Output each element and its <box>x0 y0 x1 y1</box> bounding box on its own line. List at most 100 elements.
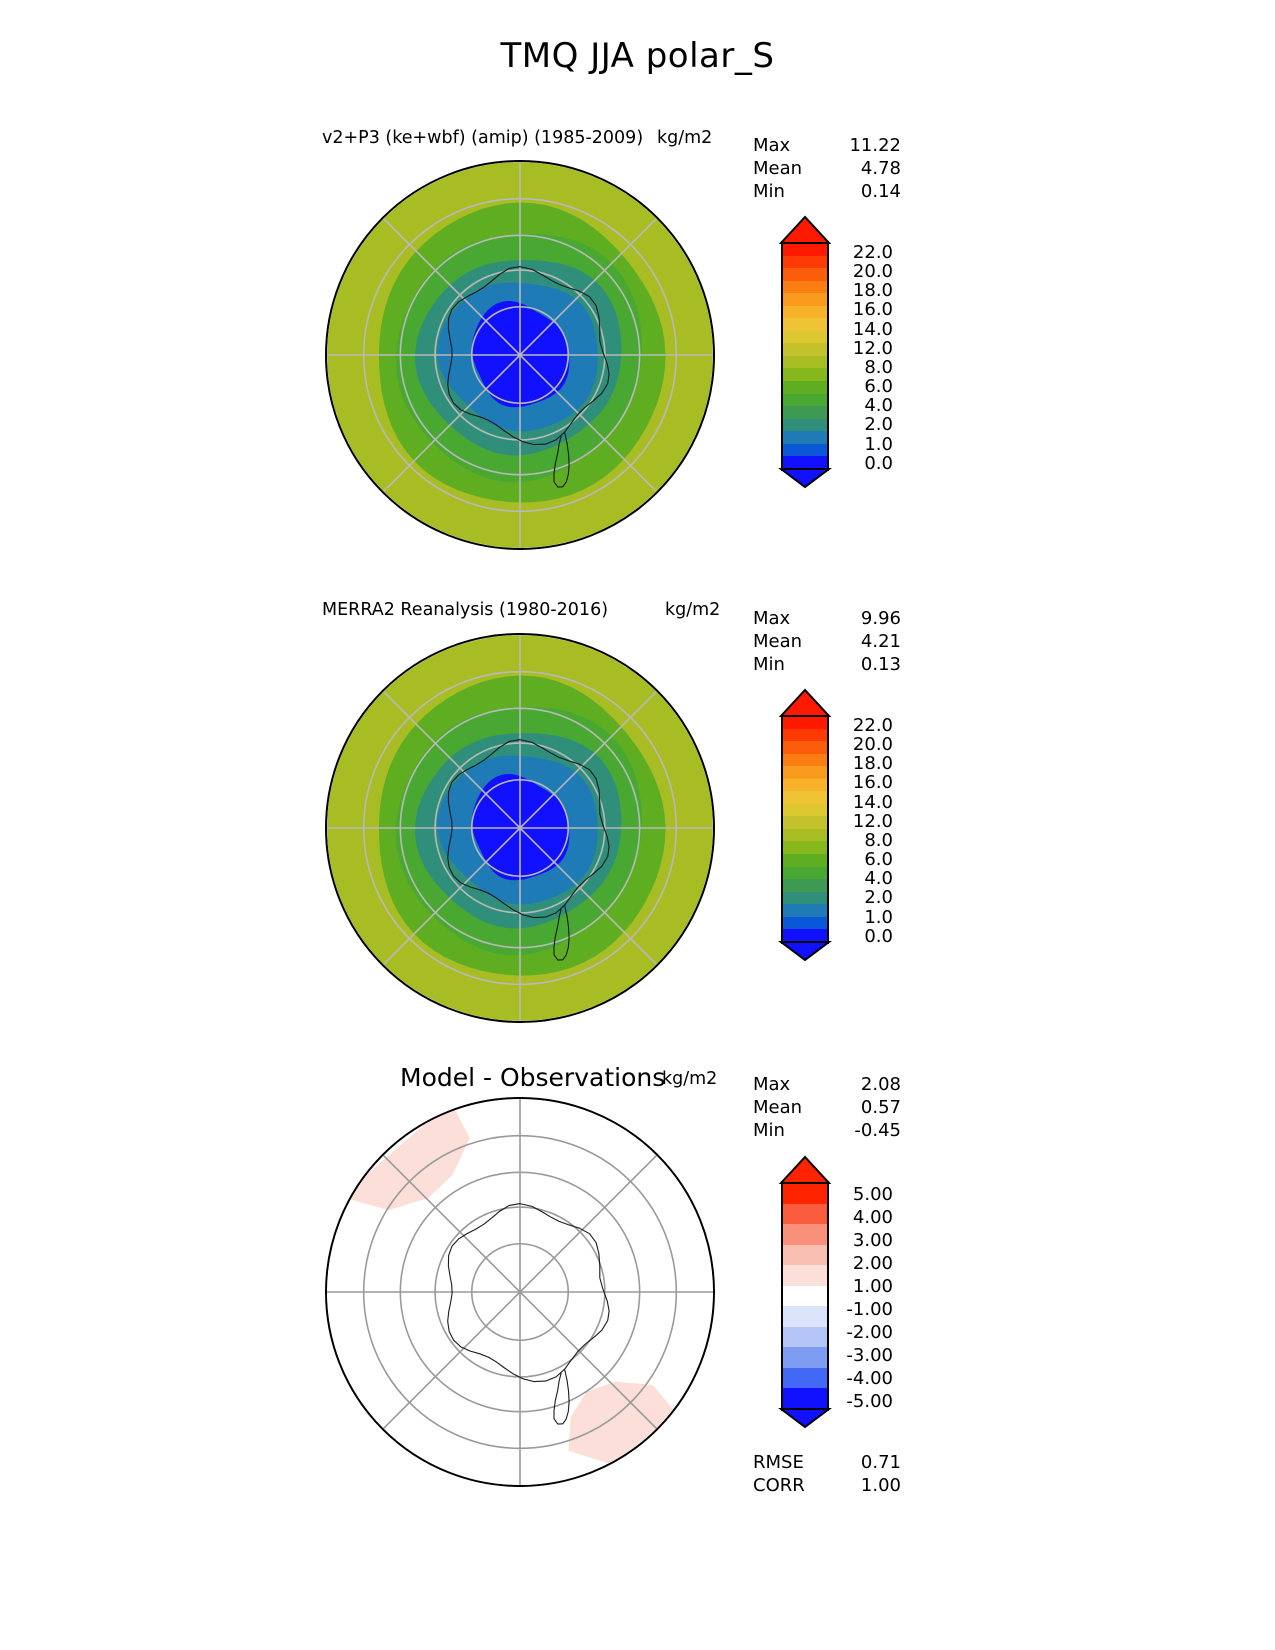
stat-row: Min -0.45 <box>753 1119 901 1142</box>
colorbar-band <box>783 778 827 792</box>
colorbar-difference-gradient <box>781 1181 829 1411</box>
colorbar-band <box>783 431 827 444</box>
colorbar-difference: 5.00 4.00 3.00 2.00 1.00 -1.00 -2.00 -3.00 -4.00… <box>745 1155 895 1430</box>
colorbar-tick-label: 1.00 <box>852 1276 893 1298</box>
colorbar-observations-gradient <box>781 714 829 944</box>
colorbar-band <box>783 1326 827 1348</box>
colorbar-tick-label: 14.0 <box>852 791 893 813</box>
colorbar-band <box>783 916 827 930</box>
colorbar-tick-label: -2.00 <box>846 1322 893 1344</box>
colorbar-band <box>783 1306 827 1327</box>
polar-map-model <box>325 160 715 550</box>
colorbar-band <box>783 879 827 892</box>
colorbar-band <box>783 268 827 281</box>
colorbar-band <box>783 1265 827 1286</box>
colorbar-tick-label: 8.0 <box>864 356 893 378</box>
stat-value: 2.08 <box>860 1074 901 1095</box>
stat-value: 4.21 <box>860 631 901 652</box>
stat-label: Min <box>753 1120 785 1141</box>
stat-label: Max <box>753 608 791 629</box>
colorbar-band <box>783 904 827 917</box>
colorbar-band <box>783 728 827 742</box>
colorbar-difference-ticklabels: 5.00 4.00 3.00 2.00 1.00 -1.00 -2.00 -3.00 -4.00… <box>837 1181 895 1412</box>
colorbar-band <box>783 381 827 394</box>
stat-label: Mean <box>753 1097 803 1118</box>
colorbar-tick-label: 0.0 <box>864 452 893 474</box>
colorbar-model-gradient <box>781 241 829 471</box>
colorbar-band <box>783 929 827 942</box>
stat-row: Min 0.13 <box>753 653 901 676</box>
stat-row: Min 0.14 <box>753 180 901 203</box>
colorbar-model-ticklabels: 22.0 20.0 18.0 16.0 14.0 12.0 8.0 6.0 4.0 2.0 1.0 0… <box>837 241 895 474</box>
polar-map-observations <box>325 633 715 1023</box>
colorbar-tick-label: 1.0 <box>864 433 893 455</box>
stat-value: 4.78 <box>860 158 901 179</box>
colorbar-band <box>783 305 827 319</box>
colorbar-tick-label: 18.0 <box>852 280 893 302</box>
colorbar-band <box>783 406 827 419</box>
stat-value: 11.22 <box>849 135 901 156</box>
colorbar-tick-label: -3.00 <box>846 1345 893 1367</box>
colorbar-band <box>783 255 827 269</box>
panel-observations-title: MERRA2 Reanalysis (1980-2016) <box>322 600 609 620</box>
panel-observations-units: kg/m2 <box>665 600 721 620</box>
stat-label: Mean <box>753 631 803 652</box>
stat-label: Max <box>753 135 791 156</box>
colorbar-band <box>783 753 827 767</box>
stat-row: Max 11.22 <box>753 134 901 157</box>
stat-value: -0.45 <box>854 1120 901 1141</box>
colorbar-observations: 22.0 20.0 18.0 16.0 14.0 12.0 8.0 6.0 4.0 2.0 1.0 0… <box>745 688 895 963</box>
footer-metrics: RMSE 0.71 CORR 1.00 <box>753 1451 901 1497</box>
stat-label: Min <box>753 181 785 202</box>
colorbar-band <box>783 866 827 880</box>
stat-label: Max <box>753 1074 791 1095</box>
figure-title: TMQ JJA polar_S <box>500 36 775 76</box>
colorbar-band <box>783 791 827 804</box>
stat-value: 9.96 <box>860 608 901 629</box>
colorbar-band <box>783 343 827 356</box>
colorbar-band <box>783 803 827 817</box>
colorbar-model: 22.0 20.0 18.0 16.0 14.0 12.0 8.0 6.0 4.0 2.0 1.0 0… <box>745 215 895 490</box>
colorbar-band <box>783 716 827 729</box>
panel-model-title: v2+P3 (ke+wbf) (amip) (1985-2009) <box>322 128 644 148</box>
panel-model-stats: Max 11.22 Mean 4.78 Min 0.14 <box>753 134 901 203</box>
colorbar-band <box>783 355 827 369</box>
colorbar-band <box>783 1388 827 1409</box>
stat-label: Min <box>753 654 785 675</box>
colorbar-tick-label: 2.0 <box>864 887 893 909</box>
colorbar-tick-label: 0.0 <box>864 925 893 947</box>
metric-label: CORR <box>753 1475 805 1496</box>
stat-label: Mean <box>753 158 803 179</box>
colorbar-band <box>783 443 827 457</box>
colorbar-band <box>783 766 827 779</box>
colorbar-tick-label: 8.0 <box>864 829 893 851</box>
colorbar-tick-label: 4.0 <box>864 868 893 890</box>
colorbar-observations-ticklabels: 22.0 20.0 18.0 16.0 14.0 12.0 8.0 6.0 4.0 2.0 1.0 0… <box>837 714 895 947</box>
colorbar-tick-label: 4.0 <box>864 395 893 417</box>
colorbar-band <box>783 456 827 469</box>
colorbar-band <box>783 1203 827 1225</box>
colorbar-band <box>783 1285 827 1307</box>
panel-model-units: kg/m2 <box>657 128 713 148</box>
colorbar-tick-label: -1.00 <box>846 1299 893 1321</box>
colorbar-band <box>783 1347 827 1368</box>
stat-row: Max 2.08 <box>753 1073 901 1096</box>
colorbar-band <box>783 1183 827 1204</box>
colorbar-band <box>783 816 827 829</box>
stat-value: 0.14 <box>860 181 901 202</box>
panel-observations-stats: Max 9.96 Mean 4.21 Min 0.13 <box>753 607 901 676</box>
colorbar-tick-label: 16.0 <box>852 299 893 321</box>
stat-value: 0.57 <box>860 1097 901 1118</box>
polar-map-difference <box>325 1097 715 1487</box>
colorbar-tick-label: 22.0 <box>852 714 893 736</box>
colorbar-tick-label: -4.00 <box>846 1368 893 1390</box>
colorbar-tick-label: 4.00 <box>852 1207 893 1229</box>
metric-row: RMSE 0.71 <box>753 1451 901 1474</box>
colorbar-band <box>783 1367 827 1389</box>
colorbar-band <box>783 243 827 256</box>
colorbar-tick-label: 6.0 <box>864 849 893 871</box>
colorbar-band <box>783 841 827 855</box>
colorbar-band <box>783 418 827 432</box>
colorbar-tick-label: 3.00 <box>852 1230 893 1252</box>
panel-difference-title: Model - Observations <box>400 1063 666 1092</box>
